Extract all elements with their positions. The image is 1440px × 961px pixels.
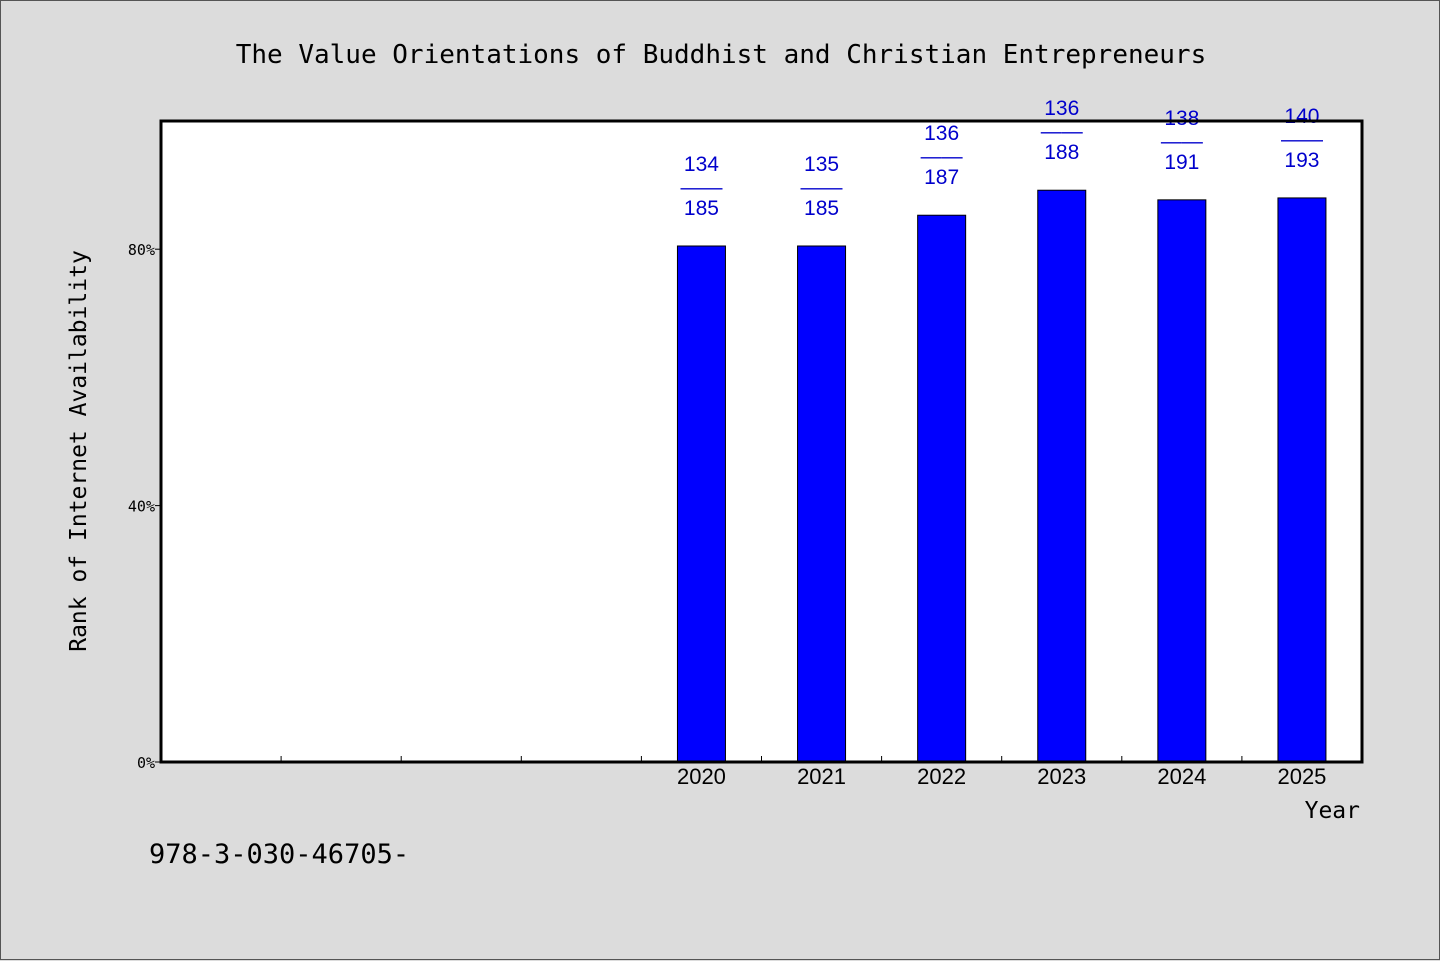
- x-tick-label: 2025: [1277, 764, 1326, 789]
- bar-2025: [1277, 197, 1327, 763]
- data-label-separator: ——: [921, 145, 963, 168]
- data-label-top: 140: [1284, 105, 1319, 128]
- y-tick-label: 80%: [128, 241, 155, 259]
- data-label-top: 136: [924, 122, 959, 145]
- data-label-top: 135: [804, 153, 839, 176]
- footer-isbn-text: 978-3-030-46705-: [149, 839, 409, 870]
- data-label-separator: ——: [680, 176, 722, 199]
- x-tick-label: 2022: [917, 764, 966, 789]
- bar-2022: [917, 214, 967, 763]
- x-tick-label: 2023: [1037, 764, 1086, 789]
- bars-group: [676, 189, 1327, 763]
- data-label-bottom: 187: [924, 166, 959, 189]
- data-label-bottom: 191: [1164, 151, 1199, 174]
- x-axis-ticks: 2020 2021 2022 2023 2024 2025: [280, 756, 1326, 789]
- bar-2021: [797, 245, 847, 763]
- data-label-bottom: 185: [804, 197, 839, 220]
- y-axis-label: Rank of Internet Availability: [66, 250, 92, 652]
- bar-2020: [676, 245, 726, 763]
- bar-2023: [1037, 189, 1087, 763]
- y-axis-ticks: 0% 40% 80%: [128, 241, 161, 772]
- data-label-bottom: 185: [684, 197, 719, 220]
- x-tick-label: 2020: [677, 764, 726, 789]
- y-tick-label: 0%: [137, 754, 155, 772]
- plot-border: [159, 119, 1364, 764]
- data-label-top: 134: [684, 153, 719, 176]
- data-label-top: 138: [1164, 107, 1199, 130]
- x-axis-label: Year: [1305, 798, 1360, 824]
- data-label-bottom: 188: [1044, 141, 1079, 164]
- data-label-separator: ——: [801, 176, 843, 199]
- x-tick-label: 2021: [797, 764, 846, 789]
- y-tick-label: 40%: [128, 498, 155, 516]
- chart-title: The Value Orientations of Buddhist and C…: [236, 40, 1207, 70]
- data-label-separator: ——: [1281, 128, 1323, 151]
- data-labels-group: 134——185135——185136——187136——188138——191…: [680, 97, 1322, 220]
- x-tick-label: 2024: [1157, 764, 1206, 789]
- data-label-separator: ——: [1161, 130, 1203, 153]
- data-label-bottom: 193: [1284, 149, 1319, 172]
- bar-2024: [1157, 199, 1207, 763]
- data-label-top: 136: [1044, 97, 1079, 120]
- data-label-separator: ——: [1041, 120, 1083, 143]
